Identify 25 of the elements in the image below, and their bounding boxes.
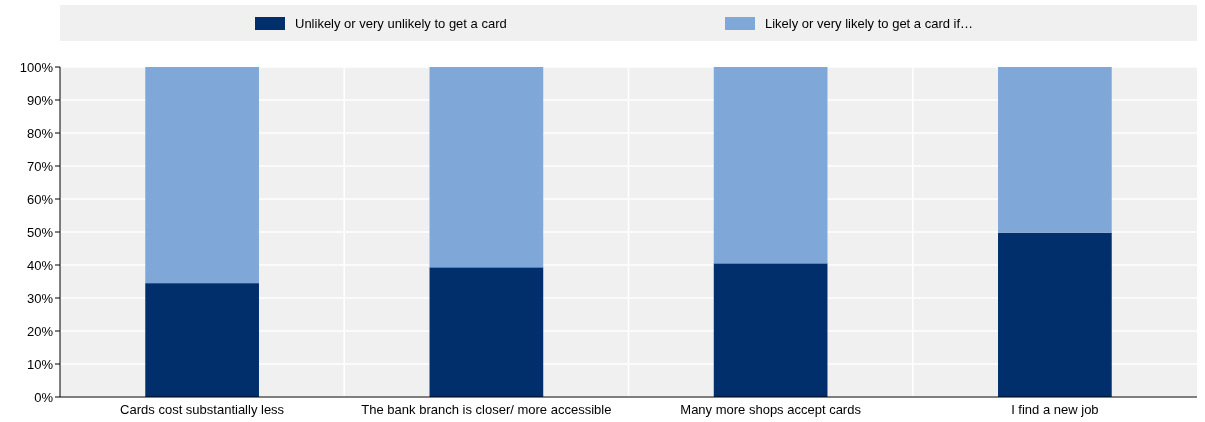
x-tick-label: Cards cost substantially less (120, 402, 285, 417)
legend-label: Likely or very likely to get a card if… (765, 16, 974, 32)
y-tick-label: 0% (34, 389, 54, 405)
y-tick-label: 70% (26, 158, 54, 174)
legend-label: Unlikely or very unlikely to get a card (295, 16, 507, 32)
bar (998, 232, 1112, 397)
bar (713, 67, 828, 264)
bar (713, 263, 828, 397)
y-tick-label: 100% (19, 59, 54, 75)
x-tick-label: I find a new job (1011, 402, 1099, 417)
y-tick-label: 20% (26, 323, 54, 339)
x-tick-label: The bank branch is closer/ more accessible (361, 402, 612, 417)
bar (429, 67, 544, 268)
bar (998, 67, 1112, 233)
bar (145, 67, 259, 284)
bar (145, 283, 259, 397)
y-tick-label: 40% (26, 257, 54, 273)
y-tick-label: 30% (26, 290, 54, 306)
y-tick-label: 60% (26, 191, 54, 207)
y-tick-label: 80% (26, 125, 54, 141)
y-tick-label: 10% (26, 356, 54, 372)
x-tick-label: Many more shops accept cards (680, 402, 862, 417)
y-tick-label: 90% (26, 92, 54, 108)
bar (429, 267, 544, 397)
y-tick-label: 50% (26, 224, 54, 240)
